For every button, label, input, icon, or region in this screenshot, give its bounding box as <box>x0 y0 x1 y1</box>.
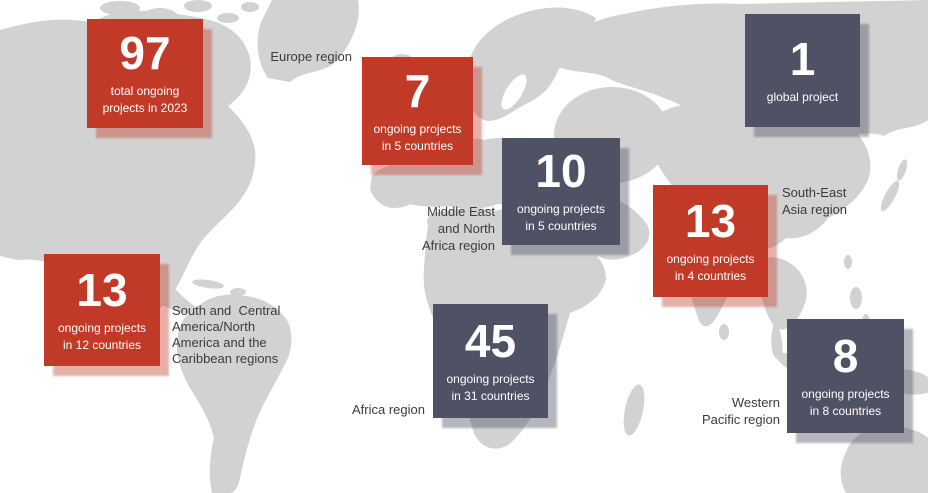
region-label-western-pacific: Western Pacific region <box>660 394 780 428</box>
region-label-line: Africa region <box>352 402 425 417</box>
stat-caption: ongoing projects in 12 countries <box>58 320 146 354</box>
stat-number: 7 <box>404 64 431 117</box>
stat-caption: ongoing projects in 5 countries <box>373 121 461 155</box>
region-label-line: South-East <box>782 185 847 200</box>
stat-caption-line: in 12 countries <box>62 337 142 352</box>
stat-caption: ongoing projects in 5 countries <box>517 201 605 235</box>
stat-number: 8 <box>832 329 859 382</box>
region-label-line: Europe region <box>270 49 352 64</box>
stat-caption-line: ongoing projects <box>516 202 606 216</box>
stat-caption-line: in 5 countries <box>525 219 597 233</box>
stat-box-mena: 10 ongoing projects in 5 countries <box>502 138 620 245</box>
stat-caption: ongoing projects in 4 countries <box>666 251 754 285</box>
stat-box-western-pacific: 8 ongoing projects in 8 countries <box>787 319 904 433</box>
stat-box-americas: 13 ongoing projects in 12 countries <box>44 254 160 366</box>
map-australia <box>840 426 928 493</box>
stat-caption-line: in 31 countries <box>451 388 530 403</box>
stat-caption: total ongoing projects in 2023 <box>103 83 188 117</box>
stat-caption: ongoing projects in 31 countries <box>446 371 534 405</box>
region-label-line: and North <box>437 221 495 236</box>
stat-caption-line: global project <box>766 89 839 104</box>
region-label-line: America and the <box>172 335 267 350</box>
stat-caption-line: in 5 countries <box>381 138 454 153</box>
stat-box-africa: 45 ongoing projects in 31 countries <box>433 304 548 418</box>
stat-number: 97 <box>119 27 171 79</box>
region-label-line: Caribbean regions <box>172 351 279 366</box>
stat-caption: ongoing projects in 8 countries <box>801 386 889 420</box>
stat-box-south-east-asia: 13 ongoing projects in 4 countries <box>653 185 768 297</box>
region-label-line: Western <box>731 395 780 410</box>
stat-caption-line: ongoing projects <box>446 371 535 386</box>
region-label-south-east-asia: South-East Asia region <box>782 184 902 218</box>
region-label-europe: Europe region <box>230 48 352 65</box>
stat-number: 1 <box>789 32 816 85</box>
region-label-line: Middle East <box>427 204 495 219</box>
region-label-line: South and Central <box>172 303 281 318</box>
region-label-line: Africa region <box>422 238 495 253</box>
region-label-americas: South and Central America/North America … <box>172 303 302 367</box>
stat-box-total-2023: 97 total ongoing projects in 2023 <box>87 19 203 128</box>
stat-caption-line: ongoing projects <box>57 320 147 335</box>
region-label-line: Asia region <box>782 202 848 217</box>
region-label-line: America/North <box>172 319 256 334</box>
stat-caption-line: ongoing projects <box>666 251 755 266</box>
stat-number: 45 <box>464 314 517 367</box>
stat-caption-line: projects in 2023 <box>102 101 188 115</box>
stat-caption-line: total ongoing <box>110 84 180 98</box>
map-scandinavia <box>465 7 596 121</box>
region-label-line: Pacific region <box>701 412 780 427</box>
stat-caption-line: ongoing projects <box>373 121 462 136</box>
stat-number: 13 <box>684 194 737 247</box>
stat-box-global: 1 global project <box>745 14 860 127</box>
stat-number: 13 <box>76 263 128 316</box>
stat-box-europe: 7 ongoing projects in 5 countries <box>362 57 473 165</box>
stat-number: 10 <box>535 145 587 197</box>
map-greenland <box>257 0 359 82</box>
region-label-mena: Middle East and North Africa region <box>385 203 495 254</box>
stat-caption-line: in 8 countries <box>809 403 882 418</box>
stat-caption-line: ongoing projects <box>801 386 890 401</box>
stat-caption-line: in 4 countries <box>674 268 747 283</box>
map-south-america <box>176 294 292 493</box>
stat-caption: global project <box>767 89 838 106</box>
region-label-africa: Africa region <box>315 401 425 418</box>
